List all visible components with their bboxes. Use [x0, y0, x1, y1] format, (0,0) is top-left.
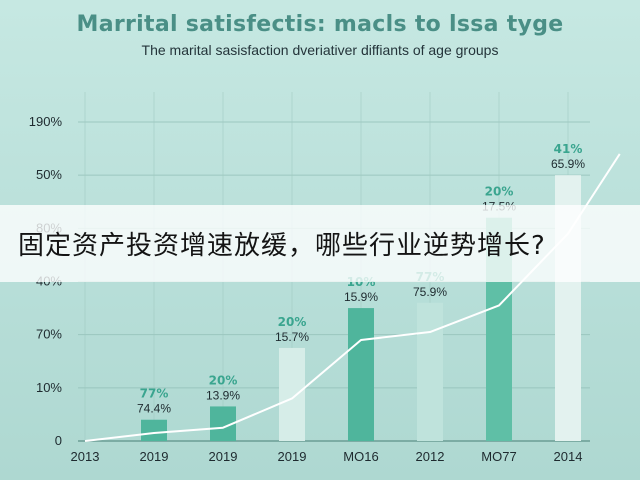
x-tick-label: 2014	[554, 449, 583, 464]
bar-label-bottom: 65.9%	[551, 157, 585, 171]
chart-title: Marrital satisfectis: macls to lssa tyge	[76, 12, 564, 37]
bar-label-top: 20%	[278, 315, 307, 329]
bar-label-top: 77%	[140, 387, 169, 401]
bar-label-bottom: 15.7%	[275, 330, 309, 344]
x-tick-label: 2019	[209, 449, 238, 464]
x-tick-label: 2012	[416, 449, 445, 464]
x-tick-label: 2019	[140, 449, 169, 464]
y-tick-label: 10%	[36, 380, 62, 395]
bar	[279, 347, 305, 441]
y-tick-label: 0	[55, 433, 62, 448]
caption-banner: 固定资产投资增速放缓，哪些行业逆势增长?	[0, 205, 640, 282]
bar-label-bottom: 75.9%	[413, 285, 447, 299]
chart-subtitle: The marital sasisfaction dveriativer dif…	[141, 42, 499, 58]
y-tick-label: 50%	[36, 167, 62, 182]
bar	[417, 302, 443, 441]
banner-text: 固定资产投资增速放缓，哪些行业逆势增长?	[18, 231, 546, 261]
bar	[348, 308, 374, 441]
y-tick-label: 70%	[36, 327, 62, 342]
bar-label-bottom: 74.4%	[137, 402, 171, 416]
x-tick-label: 2019	[278, 449, 307, 464]
x-tick-label: MO77	[481, 449, 516, 464]
bar-label-top: 20%	[209, 373, 238, 387]
bar-label-top: 41%	[554, 142, 583, 156]
x-tick-label: MO16	[343, 449, 378, 464]
bar	[141, 419, 167, 441]
bar-label-top: 20%	[485, 185, 514, 199]
y-tick-label: 190%	[29, 114, 63, 129]
x-tick-label: 2013	[71, 449, 100, 464]
bar-label-bottom: 13.9%	[206, 388, 240, 402]
bar-label-bottom: 15.9%	[344, 290, 378, 304]
